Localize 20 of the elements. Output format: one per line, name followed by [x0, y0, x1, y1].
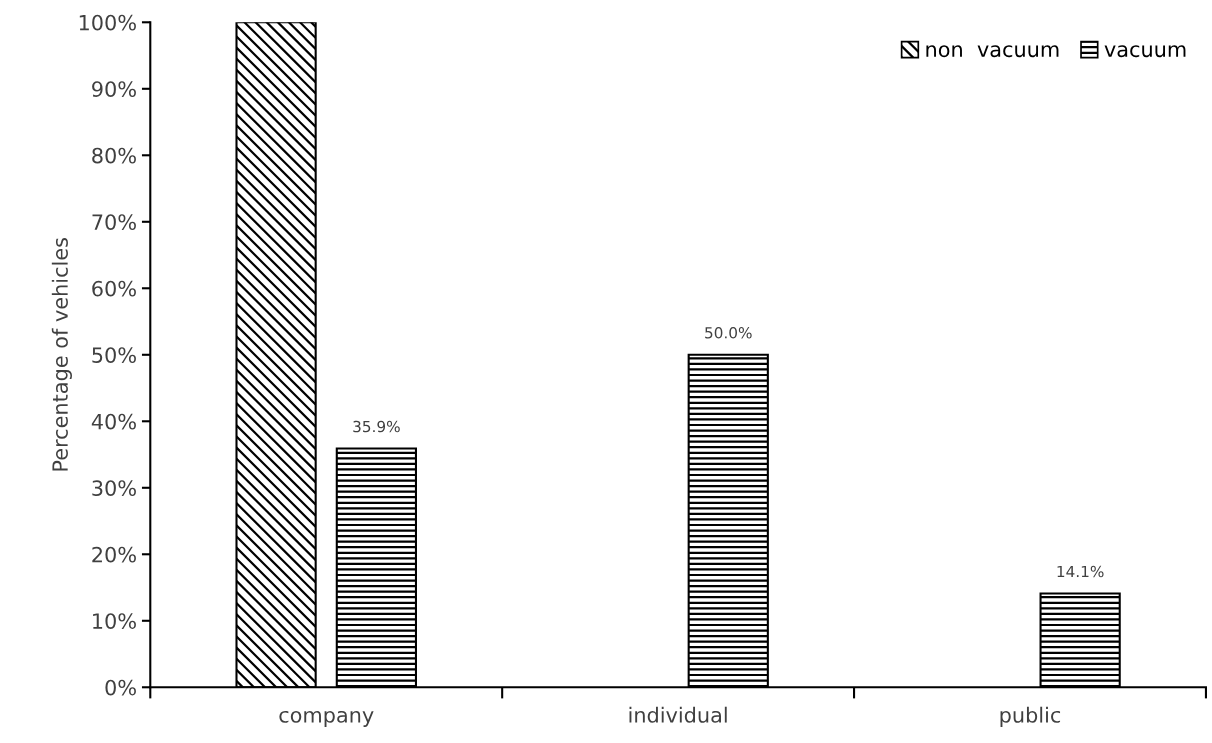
y-tick-label: 20%: [92, 546, 136, 563]
data-label: 35.9%: [353, 420, 400, 433]
data-label: 14.1%: [1057, 565, 1104, 578]
y-tick-label: 90%: [92, 81, 136, 97]
data-label: 50.0%: [705, 326, 752, 339]
y-tick-label: 0%: [105, 679, 136, 696]
y-tick-label: 40%: [91, 413, 136, 430]
y-tick-label: 10%: [93, 613, 136, 629]
y-tick-label: 80%: [92, 147, 136, 164]
y-tick-label: 100%: [79, 14, 136, 31]
y-tick-label: 70%: [92, 214, 136, 230]
legend-label: non vacuum: [926, 45, 1059, 58]
x-tick-label: company: [279, 710, 374, 727]
y-axis-title: Percentage of vehicles: [51, 238, 72, 471]
x-tick-label: public: [1000, 706, 1061, 727]
y-tick-label: 30%: [92, 480, 136, 496]
legend-label: vacuum: [1104, 45, 1186, 58]
y-tick-label: 60%: [92, 280, 136, 297]
y-tick-label: 50%: [92, 347, 136, 363]
x-tick-label: individual: [629, 706, 727, 723]
